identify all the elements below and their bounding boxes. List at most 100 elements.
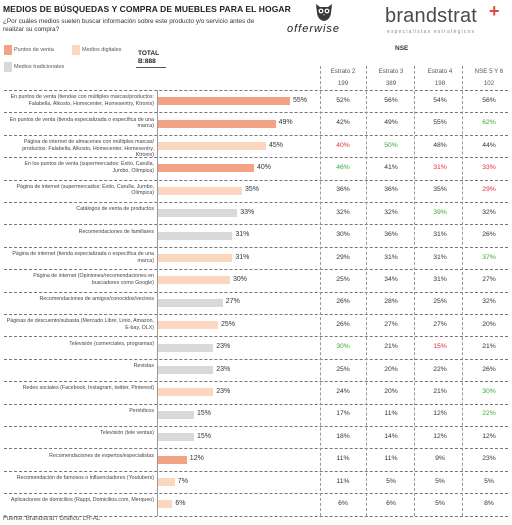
bar-value-label: 23%	[216, 343, 231, 351]
nse-cell: 6%	[386, 499, 396, 507]
nse-cell: 30%	[482, 387, 496, 395]
col-base-estrato-2: 199	[337, 80, 349, 87]
nse-cell: 5%	[435, 477, 445, 485]
bar	[158, 164, 254, 173]
bar	[158, 366, 214, 374]
column-separator	[320, 66, 321, 516]
brandstrat-logo: brandstrat + especialistas estratégicos	[385, 1, 510, 39]
nse-cell: 25%	[433, 298, 447, 306]
nse-cell: 12%	[482, 432, 496, 440]
row-separator	[4, 246, 508, 248]
category-label: Página de internet de almacenes con múlt…	[22, 139, 154, 159]
nse-cell: 30%	[336, 343, 350, 351]
nse-cell: 29%	[336, 253, 350, 261]
nse-cell: 6%	[338, 499, 348, 507]
nse-cell: 24%	[336, 387, 350, 395]
nse-cell: 21%	[482, 343, 496, 351]
column-separator	[462, 66, 463, 516]
category-label: Recomendaciones de amigos/conocidos/veci…	[39, 295, 154, 302]
category-label: Redes sociales (Facebook, Instagram, twi…	[22, 385, 154, 392]
col-head-estrato-3: Estrato 3	[378, 68, 404, 75]
category-label: Aplicaciones de domicilios (Rappi, Domic…	[10, 497, 154, 504]
category-label: Recomendación de famosos o influenciador…	[16, 475, 154, 481]
owl-icon	[316, 4, 332, 21]
nse-cell: 14%	[384, 432, 398, 440]
category-label: En puntos de venta (tiendas con múltiple…	[10, 94, 154, 107]
nse-cell: 40%	[336, 141, 350, 149]
row-separator	[4, 470, 508, 472]
legend-swatch-tradicionales	[4, 62, 12, 72]
nse-cell: 9%	[435, 455, 445, 463]
bar	[158, 455, 187, 464]
nse-cell: 5%	[386, 477, 396, 485]
category-label: Página de internet (supermercados: Éxito…	[16, 183, 155, 197]
header-separator	[4, 90, 508, 91]
nse-cell: 25%	[336, 365, 350, 373]
category-label: Recomendaciones de familiares	[78, 228, 154, 235]
bar	[158, 298, 223, 307]
row-separator	[4, 179, 508, 181]
nse-cell: 12%	[433, 432, 447, 440]
nse-cell: 27%	[482, 275, 496, 283]
bar	[158, 97, 290, 106]
row-separator	[4, 157, 508, 159]
col-base-estrato-3: 389	[385, 80, 397, 87]
nse-cell: 31%	[433, 163, 447, 171]
bar-axis	[157, 90, 158, 516]
legend-label-digitales: Medios digitales	[82, 47, 122, 53]
category-label: Televisión (comerciales, programas)	[69, 340, 154, 347]
nse-cell: 33%	[482, 163, 496, 171]
bar-value-label: 15%	[197, 432, 212, 440]
row-separator	[4, 381, 508, 383]
offerwise-wordmark: offerwise	[287, 23, 341, 35]
nse-cell: 26%	[336, 298, 350, 306]
category-label: En puntos de venta (tienda especializada…	[9, 116, 154, 130]
bar	[158, 433, 194, 442]
bar-value-label: 30%	[233, 275, 248, 283]
nse-cell: 28%	[384, 298, 398, 306]
row-separator	[4, 202, 508, 203]
nse-cell: 56%	[384, 96, 398, 104]
bar-value-label: 45%	[269, 141, 284, 149]
legend-swatch-digitales	[72, 45, 80, 55]
nse-cell: 48%	[433, 141, 447, 149]
nse-cell: 56%	[482, 96, 496, 104]
nse-cell: 21%	[384, 343, 398, 351]
col-base-nse-5-6: 102	[483, 80, 495, 87]
nse-cell: 32%	[482, 298, 496, 306]
category-label: Catálogos de venta de productos	[76, 206, 154, 213]
bar	[158, 478, 175, 486]
category-label: Páginas de descuento/subasta (Mercado Li…	[6, 318, 154, 331]
total-label: TOTAL	[138, 50, 160, 57]
row-separator	[4, 448, 508, 450]
nse-cell: 11%	[336, 455, 350, 463]
nse-cell: 36%	[384, 186, 398, 194]
nse-cell: 20%	[384, 365, 398, 373]
bar	[158, 186, 242, 195]
plus-icon: +	[489, 1, 500, 21]
category-label: Página de internet (Opiniones/recomendac…	[33, 273, 154, 286]
bar	[158, 254, 233, 262]
nse-cell: 32%	[482, 208, 496, 216]
bar-value-label: 31%	[235, 253, 250, 261]
row-separator	[4, 224, 508, 226]
bar	[158, 142, 266, 150]
nse-cell: 42%	[336, 119, 350, 127]
row-separator	[4, 493, 508, 495]
bar	[158, 388, 214, 397]
nse-cell: 15%	[433, 343, 447, 351]
bar	[158, 500, 173, 509]
row-separator	[4, 336, 508, 338]
row-separator	[4, 403, 508, 405]
col-head-estrato-2: Estrato 2	[330, 68, 356, 75]
col-head-estrato-4: Estrato 4	[427, 68, 453, 75]
offerwise-logo: offerwise	[285, 1, 365, 37]
bar-value-label: 12%	[189, 455, 204, 463]
nse-cell: 36%	[384, 231, 398, 239]
bar-value-label: 7%	[177, 477, 188, 485]
nse-cell: 26%	[482, 365, 496, 373]
nse-cell: 37%	[482, 253, 496, 261]
bar	[158, 321, 218, 330]
nse-cell: 27%	[433, 320, 447, 328]
nse-cell: 30%	[336, 231, 350, 239]
